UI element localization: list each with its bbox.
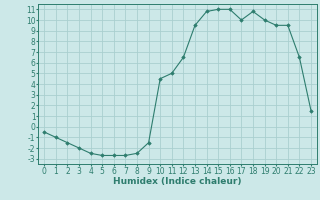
X-axis label: Humidex (Indice chaleur): Humidex (Indice chaleur) [113, 177, 242, 186]
